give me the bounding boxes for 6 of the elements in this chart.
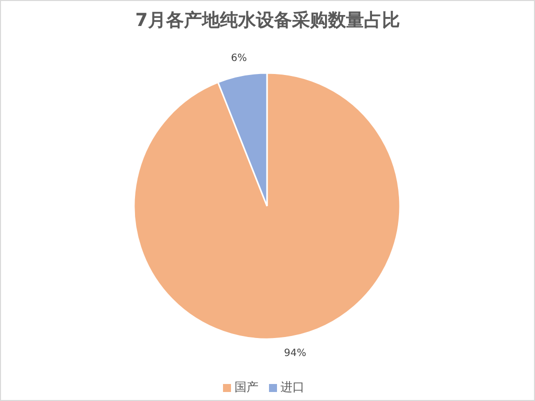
chart-title: 7月各产地纯水设备采购数量占比 xyxy=(134,9,401,33)
pie-slice xyxy=(133,72,401,340)
data-label: 6% xyxy=(230,53,247,64)
data-label: 94% xyxy=(284,348,306,359)
legend-label: 国产 xyxy=(234,380,258,394)
legend-label: 进口 xyxy=(280,380,304,394)
